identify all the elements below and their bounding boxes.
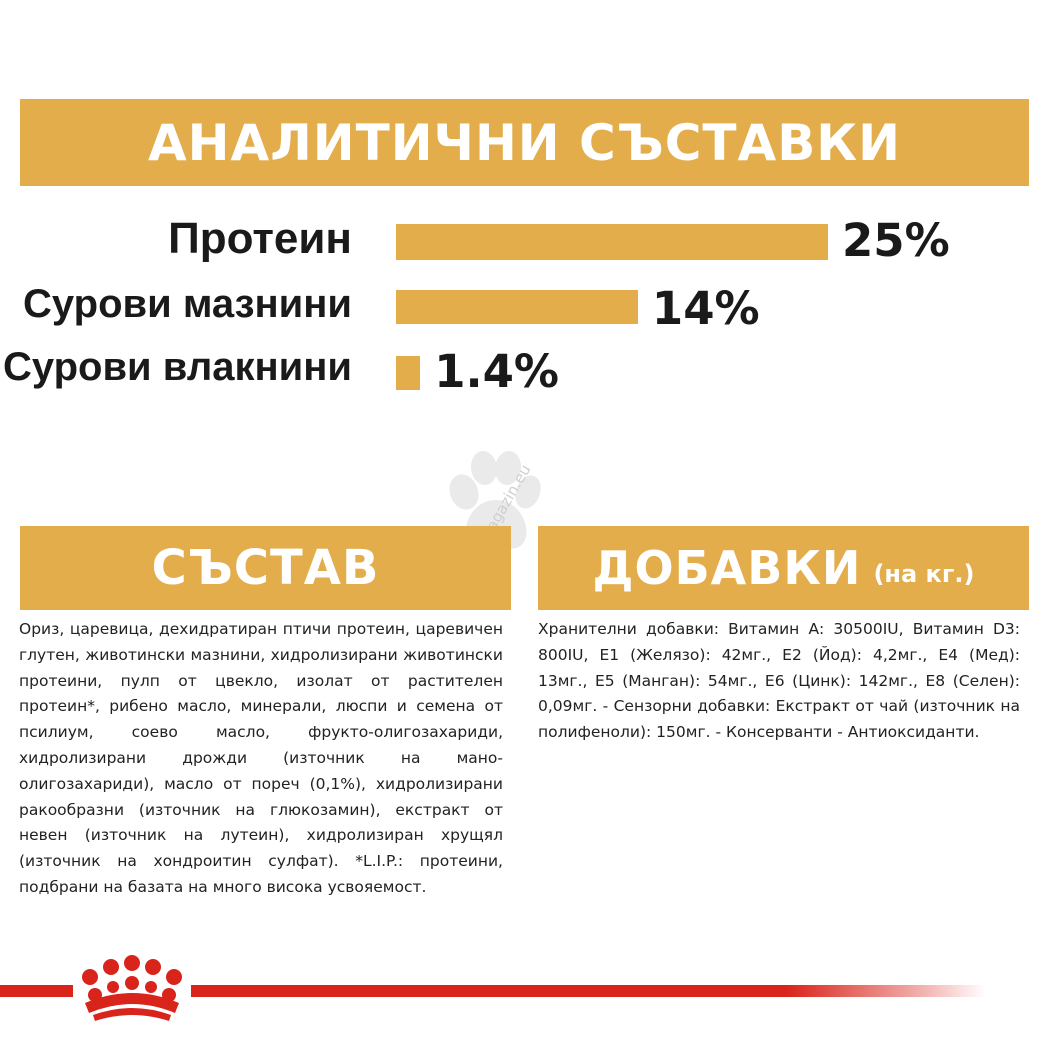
row-label-protein: Протеин	[168, 214, 352, 263]
row-value-fiber: 1.4%	[434, 345, 559, 398]
additives-title-band: ДОБАВКИ (на кг.)	[538, 526, 1029, 610]
additives-title-suffix: (на кг.)	[873, 560, 975, 588]
bar-protein	[396, 224, 828, 260]
row-value-protein: 25%	[842, 214, 950, 267]
analytical-title-band: АНАЛИТИЧНИ СЪСТАВКИ	[20, 99, 1029, 186]
brand-line	[0, 985, 1049, 997]
additives-title: ДОБАВКИ	[592, 541, 862, 595]
row-label-fat: Сурови мазнини	[23, 282, 352, 326]
row-value-fat: 14%	[651, 282, 760, 335]
composition-title-band: СЪСТАВ	[20, 526, 511, 610]
bar-fiber	[396, 356, 421, 390]
additives-text: Хранителни добавки: Витамин А: 30500IU, …	[538, 620, 1020, 742]
row-label-fiber: Сурови влакнини	[2, 345, 352, 389]
analytical-title: АНАЛИТИЧНИ СЪСТАВКИ	[147, 113, 902, 172]
bar-fat	[396, 290, 638, 324]
composition-text: Ориз, царевица, дехидратиран птичи проте…	[19, 620, 503, 896]
royal-canin-crown-icon	[73, 955, 191, 1025]
composition-title: СЪСТАВ	[151, 540, 380, 596]
